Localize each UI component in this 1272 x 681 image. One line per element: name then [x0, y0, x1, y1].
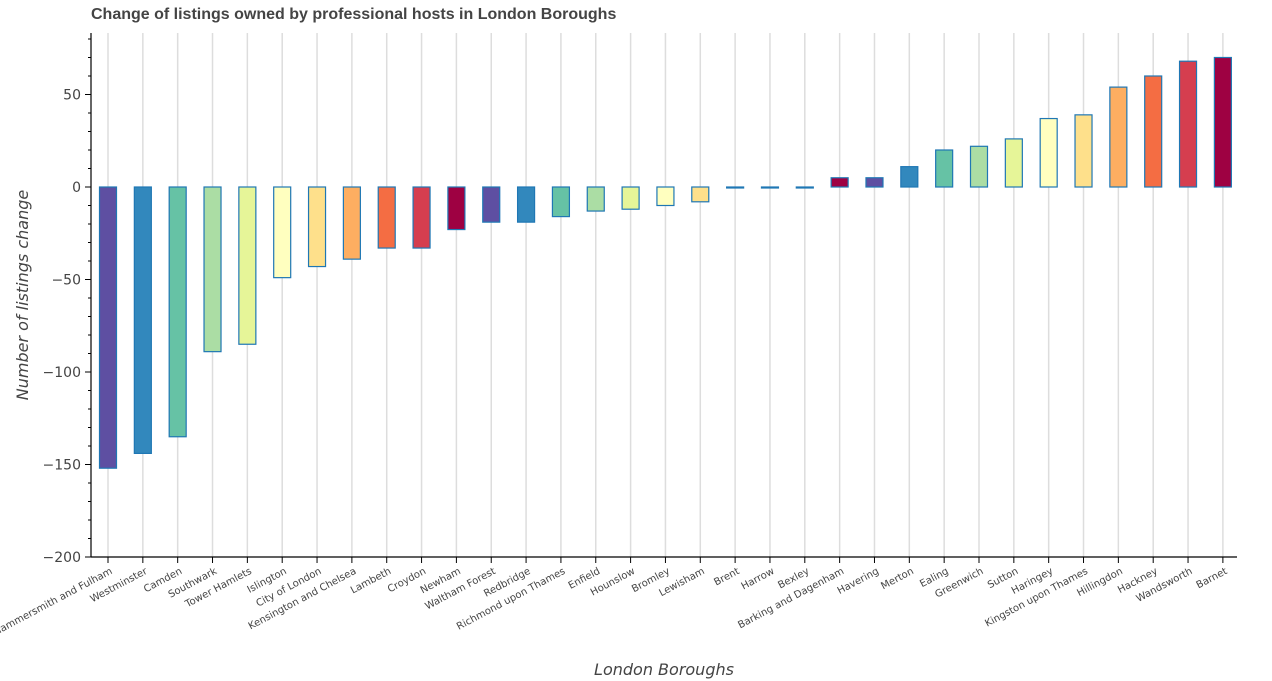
x-tick-label: Merton: [879, 566, 915, 592]
bar: [133, 186, 152, 454]
x-ticks: Hammersmith and FulhamWestminsterCamdenS…: [0, 557, 1229, 638]
bar: [551, 186, 571, 218]
bar: [1109, 86, 1128, 188]
bar: [482, 186, 501, 223]
bar: [656, 186, 675, 207]
x-tick-label: Barnet: [1195, 566, 1230, 591]
bar: [516, 186, 536, 223]
bar: [760, 186, 780, 189]
y-tick-label: −50: [51, 273, 81, 289]
bar: [691, 186, 710, 203]
bar: [342, 186, 361, 260]
bar: [830, 177, 849, 188]
bar: [726, 186, 745, 189]
bar: [1039, 117, 1058, 188]
y-tick-label: −150: [43, 458, 81, 474]
bar: [935, 149, 954, 188]
bar: [273, 186, 292, 279]
bar: [412, 186, 431, 249]
bar: [1144, 75, 1163, 188]
bar: [586, 186, 605, 212]
x-tick-label: Brent: [712, 566, 741, 589]
y-tick-label: 50: [63, 88, 81, 104]
y-axis-label: Number of listings change: [13, 190, 32, 401]
bar: [865, 177, 884, 188]
y-tick-label: −100: [43, 365, 81, 381]
bar: [900, 166, 919, 188]
bar: [1004, 138, 1023, 188]
bar: [795, 186, 814, 189]
y-tick-label: 0: [72, 180, 81, 196]
x-tick-label: Harrow: [740, 566, 777, 593]
bar: [98, 186, 118, 469]
bar: [969, 145, 989, 188]
y-tick-label: −200: [43, 550, 81, 566]
bars: [98, 56, 1232, 469]
bar: [238, 186, 257, 345]
bar: [621, 186, 640, 210]
y-ticks: −200 −150 −100 −50 0 50: [43, 38, 91, 566]
chart-title: Change of listings owned by professional…: [91, 6, 617, 23]
bar: [1178, 60, 1198, 188]
bar: [203, 186, 222, 353]
bar: [447, 186, 466, 231]
x-axis-label: London Boroughs: [594, 660, 734, 679]
axes: [90, 33, 1237, 558]
grid-lines: [107, 33, 1224, 557]
bar: [377, 186, 396, 249]
bar: [168, 186, 187, 438]
bar: [1213, 56, 1232, 188]
bar: [1074, 114, 1093, 188]
bar: [307, 186, 327, 268]
